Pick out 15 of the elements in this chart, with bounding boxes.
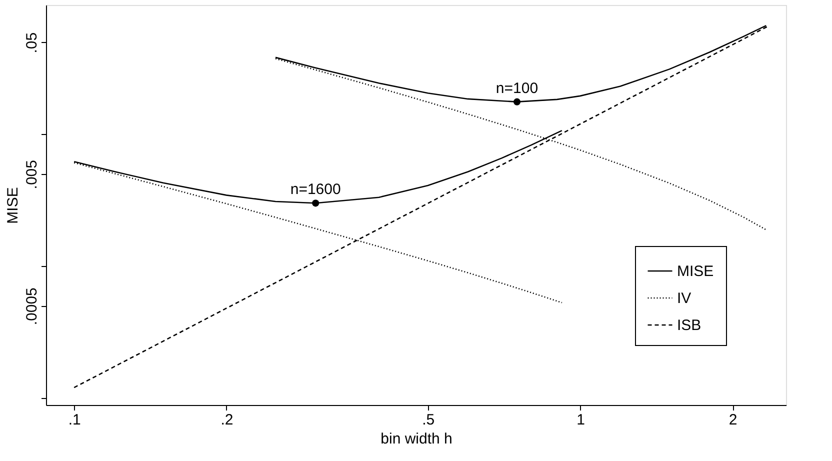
- x-tick-label: 2: [728, 412, 738, 428]
- annotation: n=1600: [290, 181, 341, 198]
- x-tick-label: .1: [68, 412, 81, 428]
- y-tick-label: .005: [24, 160, 40, 190]
- x-tick-label: .2: [220, 412, 234, 428]
- annotation: n=100: [496, 80, 538, 97]
- y-tick-label: .05: [24, 32, 40, 54]
- legend-label: MISE: [677, 263, 714, 280]
- x-axis-title: bin width h: [380, 430, 452, 448]
- y-axis-title: MISE: [4, 187, 22, 224]
- x-tick-label: .5: [422, 412, 435, 428]
- y-tick-label: .0005: [24, 288, 40, 326]
- x-tick-label: 1: [576, 412, 585, 428]
- legend-label: IV: [677, 290, 692, 307]
- legend-label: ISB: [677, 317, 702, 334]
